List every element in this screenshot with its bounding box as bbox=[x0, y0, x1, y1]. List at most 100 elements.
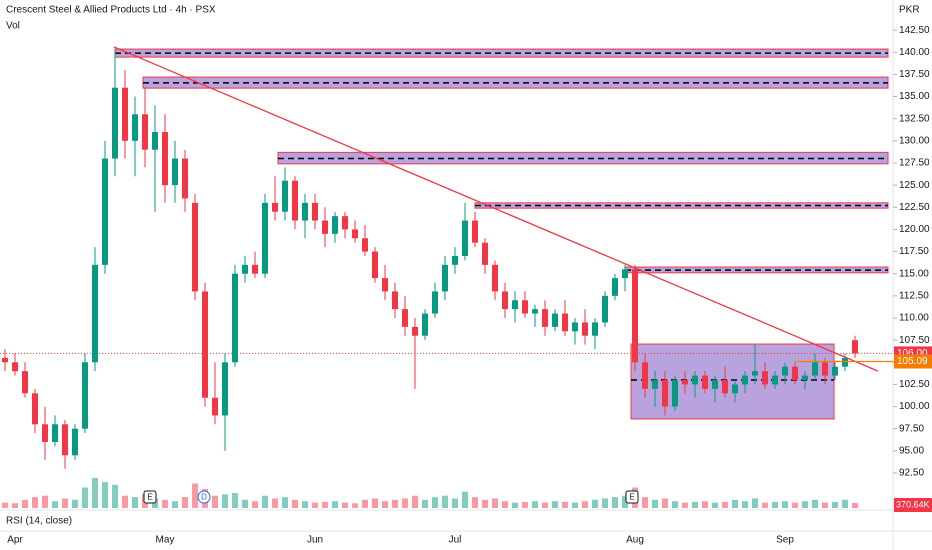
candle-body bbox=[422, 313, 428, 336]
volume-bar bbox=[372, 498, 378, 508]
volume-bar bbox=[452, 498, 458, 508]
candle-body bbox=[772, 375, 778, 385]
y-tick-label: 125.00 bbox=[899, 180, 930, 191]
volume-bar bbox=[732, 499, 738, 508]
candle-body bbox=[32, 393, 38, 425]
candle-body bbox=[12, 362, 18, 372]
volume-bar bbox=[2, 502, 8, 508]
y-tick-label: 92.50 bbox=[899, 468, 924, 479]
volume-bar bbox=[552, 501, 558, 508]
candle-body bbox=[672, 380, 678, 407]
volume-bar bbox=[12, 503, 18, 508]
candle-body bbox=[72, 428, 78, 456]
candle-body bbox=[642, 362, 648, 389]
candle-body bbox=[282, 180, 288, 212]
candle-body bbox=[832, 366, 838, 376]
volume-bar bbox=[112, 484, 118, 508]
candle-body bbox=[132, 114, 138, 141]
y-tick-label: 130.00 bbox=[899, 135, 930, 146]
volume-bar bbox=[812, 499, 818, 508]
candle-body bbox=[272, 202, 278, 212]
y-tick-label: 95.00 bbox=[899, 446, 924, 457]
x-tick-label: Apr bbox=[7, 535, 23, 546]
volume-bar bbox=[582, 501, 588, 508]
candle-body bbox=[332, 216, 338, 234]
candle-body bbox=[812, 362, 818, 376]
candle-body bbox=[692, 375, 698, 385]
y-tick-label: 107.50 bbox=[899, 335, 930, 346]
volume-bar bbox=[702, 501, 708, 508]
candle-body bbox=[62, 424, 68, 456]
price-tag-label: 105.09 bbox=[897, 356, 928, 367]
volume-tag bbox=[894, 498, 932, 512]
volume-bar bbox=[752, 498, 758, 508]
volume-bar bbox=[712, 502, 718, 508]
volume-bar bbox=[742, 501, 748, 508]
volume-bar bbox=[162, 499, 168, 508]
volume-bar bbox=[212, 495, 218, 508]
candle-body bbox=[492, 264, 498, 292]
volume-bar bbox=[542, 502, 548, 508]
y-tick-label: 142.50 bbox=[899, 25, 930, 36]
candle-body bbox=[122, 87, 128, 141]
volume-bar bbox=[612, 497, 618, 508]
volume-bar bbox=[842, 499, 848, 508]
candle-body bbox=[742, 375, 748, 385]
candle-body bbox=[852, 340, 858, 354]
volume-bar bbox=[32, 497, 38, 508]
volume-bar bbox=[22, 499, 28, 508]
volume-bar bbox=[222, 494, 228, 508]
volume-bar bbox=[42, 495, 48, 508]
candle-body bbox=[732, 384, 738, 394]
candle-body bbox=[322, 220, 328, 234]
event-marker bbox=[143, 490, 157, 504]
candle-body bbox=[292, 180, 298, 221]
candle-body bbox=[352, 229, 358, 239]
currency: PKR bbox=[899, 5, 920, 16]
volume-bar bbox=[442, 495, 448, 508]
volume-bar bbox=[92, 478, 98, 508]
candle-body bbox=[582, 322, 588, 336]
candle-body bbox=[822, 362, 828, 376]
y-tick-label: 115.00 bbox=[899, 268, 929, 279]
trendline bbox=[113, 46, 879, 372]
price-tag bbox=[894, 354, 932, 369]
y-tick-label: 112.50 bbox=[899, 290, 929, 301]
candle-body bbox=[632, 269, 638, 363]
event-label: E bbox=[629, 493, 634, 502]
volume-bar bbox=[682, 502, 688, 508]
volume-bar bbox=[252, 501, 258, 508]
candle-body bbox=[232, 273, 238, 363]
chart-title: Crescent Steel & Allied Products Ltd · 4… bbox=[6, 5, 216, 16]
volume-bar bbox=[672, 501, 678, 508]
volume-bar bbox=[272, 498, 278, 508]
volume-bar bbox=[662, 498, 668, 508]
candle-body bbox=[762, 371, 768, 385]
candle-body bbox=[92, 264, 98, 363]
volume-bar bbox=[382, 501, 388, 508]
volume-bar bbox=[532, 501, 538, 508]
volume-bar bbox=[652, 499, 658, 508]
y-tick-label: 102.50 bbox=[899, 379, 930, 390]
candle-body bbox=[712, 380, 718, 389]
y-tick-label: 137.50 bbox=[899, 69, 930, 80]
y-tick-label: 140.00 bbox=[899, 47, 930, 58]
volume-bar bbox=[192, 483, 198, 508]
candle-body bbox=[112, 87, 118, 159]
candle-body bbox=[152, 131, 158, 150]
volume-bar bbox=[132, 497, 138, 508]
candle-body bbox=[502, 291, 508, 310]
candle-body bbox=[182, 158, 188, 199]
event-label: E bbox=[147, 493, 152, 502]
candle-body bbox=[522, 300, 528, 314]
y-tick-label: 100.00 bbox=[899, 401, 930, 412]
candle-body bbox=[312, 202, 318, 221]
candle-body bbox=[472, 220, 478, 243]
volume-bar bbox=[82, 487, 88, 508]
candle-body bbox=[442, 264, 448, 292]
volume-bar bbox=[282, 497, 288, 508]
candle-body bbox=[402, 309, 408, 327]
volume-bar bbox=[172, 501, 178, 508]
volume-bar bbox=[62, 498, 68, 508]
